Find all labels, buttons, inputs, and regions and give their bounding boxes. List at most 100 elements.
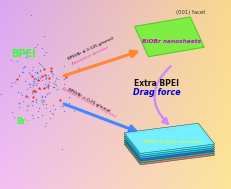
Point bbox=[23, 51, 27, 54]
Point bbox=[56, 78, 59, 81]
Point bbox=[50, 104, 54, 107]
Point bbox=[26, 103, 30, 106]
Point bbox=[44, 50, 48, 53]
Point bbox=[15, 77, 19, 80]
Point bbox=[31, 90, 35, 93]
Point bbox=[17, 74, 21, 77]
Point bbox=[23, 64, 26, 67]
Point bbox=[40, 95, 44, 98]
Point bbox=[50, 72, 54, 75]
Point bbox=[40, 101, 44, 104]
Point bbox=[37, 87, 40, 90]
Point bbox=[32, 77, 35, 81]
Point bbox=[21, 67, 24, 70]
Point bbox=[18, 106, 21, 109]
Point bbox=[42, 86, 46, 89]
Point bbox=[38, 68, 42, 71]
Point bbox=[59, 104, 63, 107]
Point bbox=[49, 70, 52, 73]
Point bbox=[31, 117, 34, 120]
Point bbox=[28, 85, 32, 88]
Point bbox=[64, 75, 68, 78]
Point bbox=[40, 64, 43, 67]
Point bbox=[29, 14, 33, 17]
Point bbox=[36, 62, 40, 65]
Point bbox=[26, 95, 30, 98]
Text: BPEI/Br = 0.25 g/mmol: BPEI/Br = 0.25 g/mmol bbox=[67, 88, 111, 113]
Point bbox=[54, 83, 58, 86]
Point bbox=[38, 69, 42, 72]
Polygon shape bbox=[124, 125, 214, 155]
Polygon shape bbox=[124, 127, 214, 157]
Point bbox=[66, 102, 70, 105]
Point bbox=[40, 114, 43, 117]
Point bbox=[25, 109, 29, 112]
Point bbox=[40, 96, 44, 99]
Point bbox=[61, 83, 65, 86]
Point bbox=[32, 82, 35, 85]
Polygon shape bbox=[124, 133, 214, 163]
Point bbox=[46, 82, 50, 85]
Point bbox=[51, 85, 55, 88]
Text: Absorption direction & Drag force: Absorption direction & Drag force bbox=[61, 87, 117, 119]
Point bbox=[40, 74, 44, 77]
Point bbox=[30, 100, 34, 103]
Point bbox=[30, 113, 34, 116]
Point bbox=[48, 110, 52, 113]
Text: BPEI/Br ≤ 0.125 g/mmol: BPEI/Br ≤ 0.125 g/mmol bbox=[67, 36, 113, 60]
Point bbox=[15, 59, 19, 62]
Point bbox=[33, 89, 36, 92]
Point bbox=[47, 91, 51, 94]
Point bbox=[61, 73, 64, 76]
Point bbox=[40, 79, 44, 82]
Point bbox=[9, 85, 12, 88]
Point bbox=[31, 80, 35, 83]
Point bbox=[43, 77, 47, 81]
Point bbox=[46, 85, 49, 88]
Point bbox=[31, 95, 35, 98]
Point bbox=[67, 95, 71, 98]
Point bbox=[53, 82, 57, 85]
Point bbox=[43, 95, 47, 98]
Point bbox=[31, 66, 35, 69]
Point bbox=[34, 91, 38, 94]
Point bbox=[43, 53, 46, 56]
Point bbox=[46, 74, 50, 77]
Point bbox=[50, 74, 53, 77]
Point bbox=[53, 108, 57, 111]
Point bbox=[20, 71, 24, 74]
Point bbox=[40, 46, 43, 49]
Point bbox=[34, 99, 37, 102]
Point bbox=[38, 88, 42, 91]
Point bbox=[62, 65, 65, 68]
Point bbox=[17, 101, 21, 104]
Point bbox=[46, 77, 50, 80]
Text: Absorption direction: Absorption direction bbox=[71, 46, 109, 66]
Point bbox=[58, 99, 61, 102]
Point bbox=[42, 86, 46, 89]
Point bbox=[51, 72, 55, 75]
Point bbox=[9, 59, 13, 62]
Point bbox=[32, 88, 36, 91]
Point bbox=[35, 43, 39, 46]
Point bbox=[22, 66, 26, 69]
Point bbox=[46, 86, 49, 89]
Point bbox=[30, 91, 33, 94]
Point bbox=[44, 102, 47, 105]
Point bbox=[34, 101, 38, 104]
Point bbox=[53, 79, 56, 82]
Point bbox=[43, 74, 47, 77]
Point bbox=[41, 103, 45, 106]
Text: (BiOBr)₂Bi₂O₂Br₂ dimorphite: (BiOBr)₂Bi₂O₂Br₂ dimorphite bbox=[142, 140, 202, 144]
Polygon shape bbox=[124, 129, 214, 159]
Point bbox=[20, 94, 24, 97]
Point bbox=[16, 91, 20, 94]
Point bbox=[44, 122, 48, 125]
Point bbox=[37, 77, 41, 80]
Point bbox=[28, 73, 31, 76]
Point bbox=[0, 92, 3, 95]
Point bbox=[33, 77, 37, 80]
Point bbox=[43, 83, 46, 86]
Polygon shape bbox=[124, 123, 214, 153]
Point bbox=[42, 35, 45, 38]
